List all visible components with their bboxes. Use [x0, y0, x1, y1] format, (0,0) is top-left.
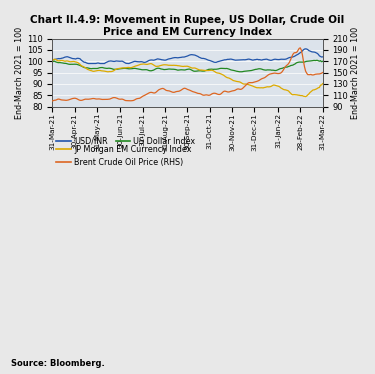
Y-axis label: End-March 2021 = 100: End-March 2021 = 100 — [15, 27, 24, 119]
Legend: JP Morgan EM Currency Index, Brent Crude Oil Price (RHS): JP Morgan EM Currency Index, Brent Crude… — [56, 145, 192, 167]
Title: Chart II.4.9: Movement in Rupee, US Dollar, Crude Oil
Price and EM Currency Inde: Chart II.4.9: Movement in Rupee, US Doll… — [30, 15, 345, 37]
Text: Source: Bloomberg.: Source: Bloomberg. — [11, 359, 105, 368]
Y-axis label: End-March 2021 = 100: End-March 2021 = 100 — [351, 27, 360, 119]
